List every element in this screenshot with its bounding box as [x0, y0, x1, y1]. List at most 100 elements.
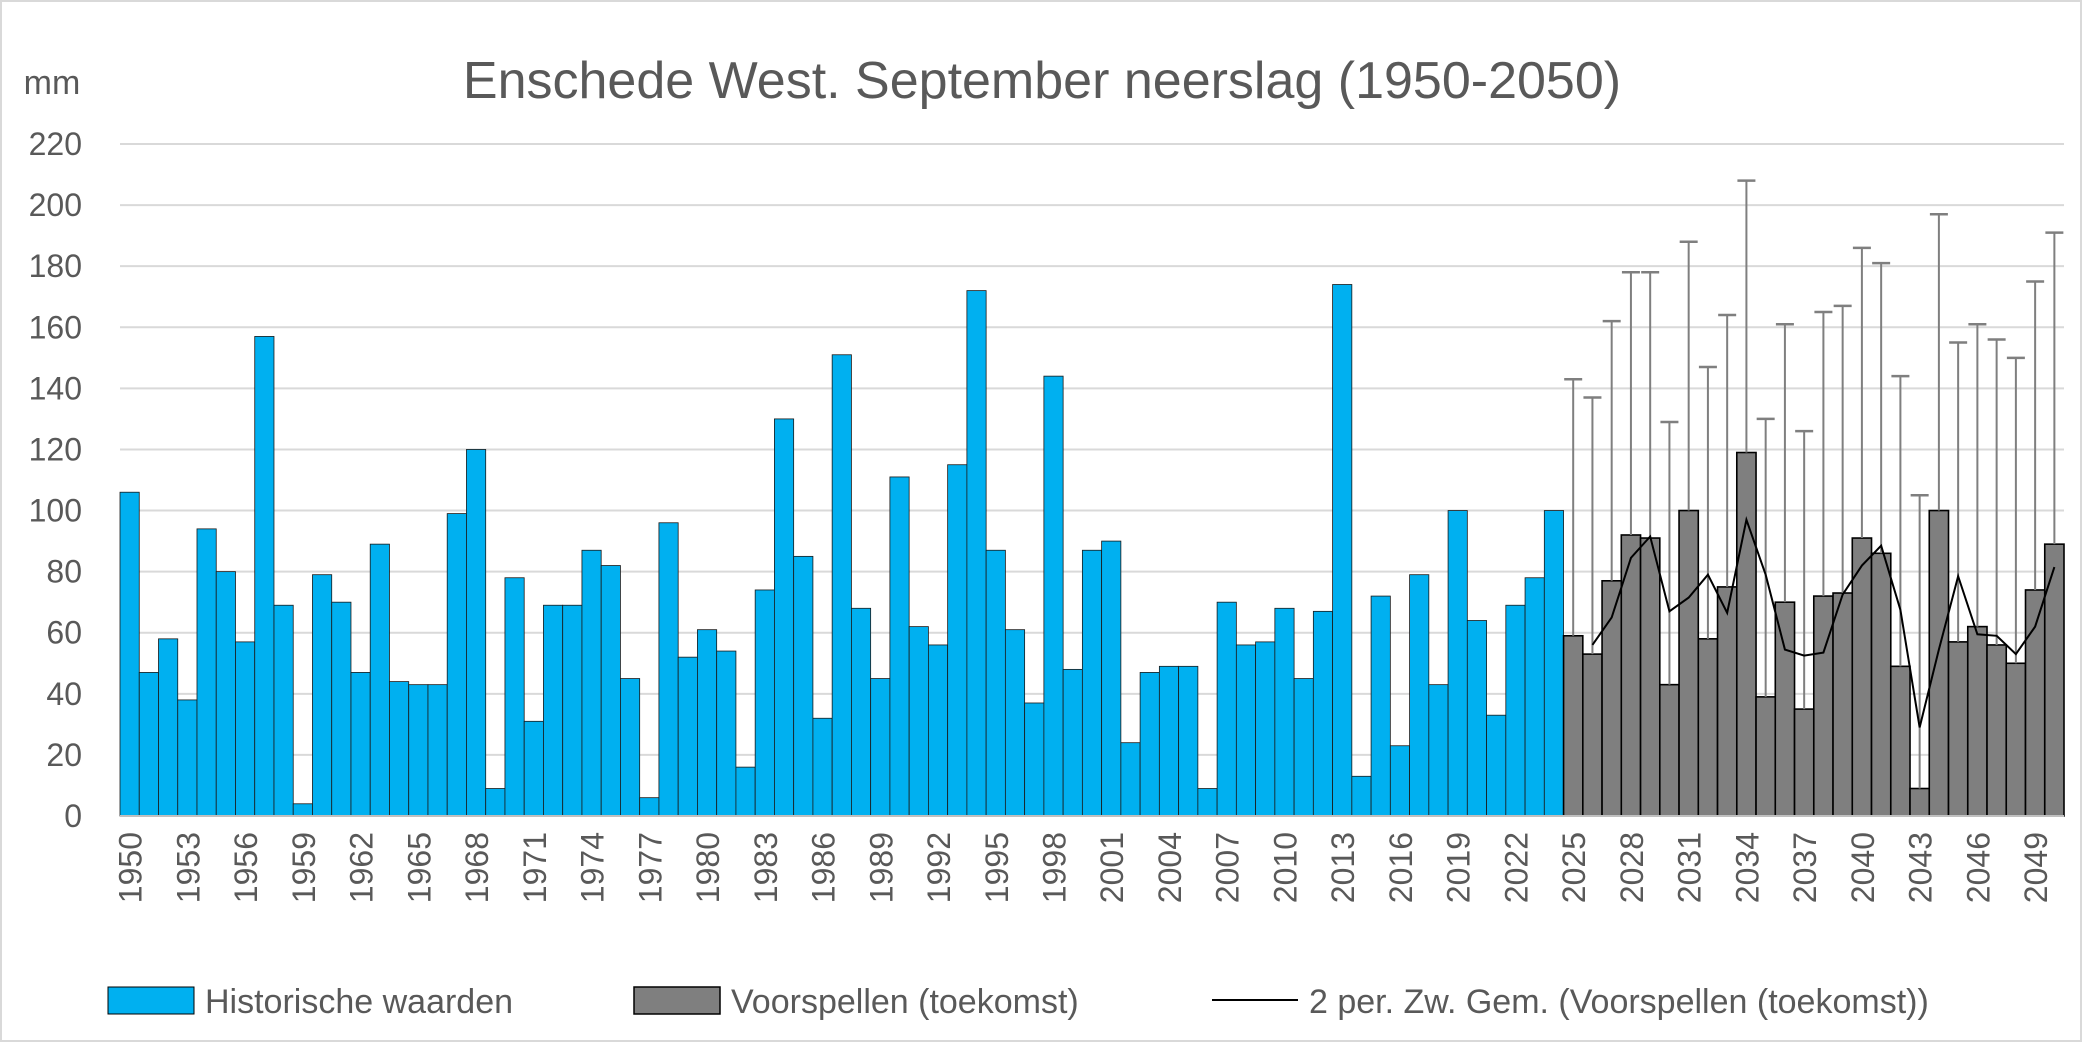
bar-historical: [966, 290, 987, 817]
bar-historical: [1120, 742, 1141, 817]
y-tick-label: 180: [29, 248, 82, 284]
bar-historical: [639, 797, 660, 817]
x-tick-label: 2001: [1094, 832, 1130, 903]
bar-historical: [831, 354, 852, 817]
x-tick-label: 2025: [1556, 832, 1592, 903]
legend-swatch-historical: [107, 986, 195, 1015]
bar-forecast: [1909, 787, 1931, 817]
bar-historical: [254, 336, 275, 817]
bar-historical: [1447, 510, 1468, 817]
bar-historical: [138, 672, 159, 817]
legend-swatch-forecast: [633, 986, 721, 1015]
x-tick-label: 1989: [863, 832, 899, 903]
x-tick-label: 2016: [1383, 832, 1419, 903]
y-tick-label: 200: [29, 187, 82, 223]
x-tick-label: 1971: [517, 832, 553, 903]
bar-historical: [273, 604, 294, 817]
bar-historical: [754, 589, 775, 817]
bar-historical: [1524, 577, 1545, 817]
x-tick-label: 1959: [286, 832, 322, 903]
bar-forecast: [1832, 592, 1854, 817]
bar-historical: [677, 656, 698, 817]
bar-forecast: [1966, 625, 1988, 817]
y-tick-labels: 0 20 40 60 80 100 120 140 160 180 200 220: [29, 126, 82, 834]
x-tick-label: 1992: [921, 832, 957, 903]
bar-forecast: [1639, 537, 1661, 817]
bar-historical: [908, 626, 929, 817]
bar-historical: [1370, 595, 1391, 817]
bar-historical: [1274, 607, 1295, 817]
x-tick-label: 2043: [1903, 832, 1939, 903]
bar-historical: [312, 574, 333, 817]
x-tick-label: 2013: [1325, 832, 1361, 903]
x-tick-label: 1980: [690, 832, 726, 903]
x-tick-label: 2049: [2018, 832, 2054, 903]
bar-historical: [985, 549, 1006, 817]
bar-forecast: [1793, 708, 1815, 817]
x-tick-label: 1998: [1037, 832, 1073, 903]
x-tick-label: 1977: [632, 832, 668, 903]
bar-forecast: [1889, 665, 1911, 817]
bar-historical: [851, 607, 872, 817]
x-tick-label: 2022: [1498, 832, 1534, 903]
x-tick-label: 2037: [1787, 832, 1823, 903]
bar-historical: [350, 672, 371, 817]
bar-historical: [235, 641, 256, 817]
y-tick-label: 40: [46, 676, 82, 712]
legend: Historische waarden Voorspellen (toekoms…: [107, 983, 1929, 1021]
bar-forecast: [2005, 662, 2027, 817]
bar-historical: [1466, 620, 1487, 817]
bar-historical: [1235, 644, 1257, 817]
bar-historical: [1505, 604, 1526, 817]
x-tick-label: 1956: [228, 832, 264, 903]
legend-label-forecast: Voorspellen (toekomst): [731, 983, 1079, 1021]
x-tick-label: 2028: [1614, 832, 1650, 903]
y-tick-label: 100: [29, 493, 82, 529]
bar-historical: [581, 549, 602, 817]
bar-forecast: [1562, 634, 1584, 817]
y-tick-label: 120: [29, 431, 82, 467]
x-tick-label: 1974: [575, 832, 611, 903]
bar-historical: [812, 717, 833, 817]
bar-forecast: [1870, 552, 1892, 817]
bar-historical: [408, 684, 429, 817]
bar-forecast: [1678, 509, 1700, 817]
bar-forecast: [1774, 601, 1796, 817]
x-tick-label: 2004: [1152, 832, 1188, 903]
bar-forecast: [1812, 595, 1834, 817]
y-tick-label: 60: [46, 615, 82, 651]
bar-historical: [1312, 610, 1333, 817]
bar-historical: [1197, 788, 1218, 817]
bar-historical: [1409, 574, 1430, 817]
y-tick-label: 0: [64, 798, 82, 834]
bar-historical: [292, 803, 313, 817]
bar-historical: [889, 476, 910, 817]
bar-historical: [1101, 540, 1122, 817]
bar-historical: [562, 604, 583, 817]
x-tick-label: 1986: [806, 832, 842, 903]
bar-forecast: [1986, 644, 2008, 817]
legend-label-moving-average: 2 per. Zw. Gem. (Voorspellen (toekomst)): [1309, 983, 1929, 1021]
x-tick-label: 2031: [1672, 832, 1708, 903]
legend-label-historical: Historische waarden: [205, 983, 513, 1021]
bar-historical: [485, 788, 506, 817]
x-tick-label: 2040: [1845, 832, 1881, 903]
x-tick-label: 1983: [748, 832, 784, 903]
bar-historical: [1486, 714, 1507, 817]
bar-historical: [1332, 284, 1353, 817]
bar-historical: [774, 418, 795, 817]
bar-historical: [1293, 678, 1314, 817]
bar-historical: [697, 629, 718, 817]
x-tick-label: 2010: [1267, 832, 1303, 903]
x-tick-label: 1995: [979, 832, 1015, 903]
bar-forecast: [1735, 451, 1757, 817]
bar-forecast: [1716, 586, 1738, 817]
bar-historical: [523, 720, 544, 817]
bar-historical: [1158, 665, 1180, 817]
chart-title: Enschede West. September neerslag (1950-…: [463, 52, 1621, 110]
x-tick-label: 2019: [1441, 832, 1477, 903]
y-tick-label: 220: [29, 126, 82, 162]
bar-historical: [1255, 641, 1276, 817]
error-bars: [1564, 179, 2064, 789]
bar-historical: [735, 766, 756, 817]
